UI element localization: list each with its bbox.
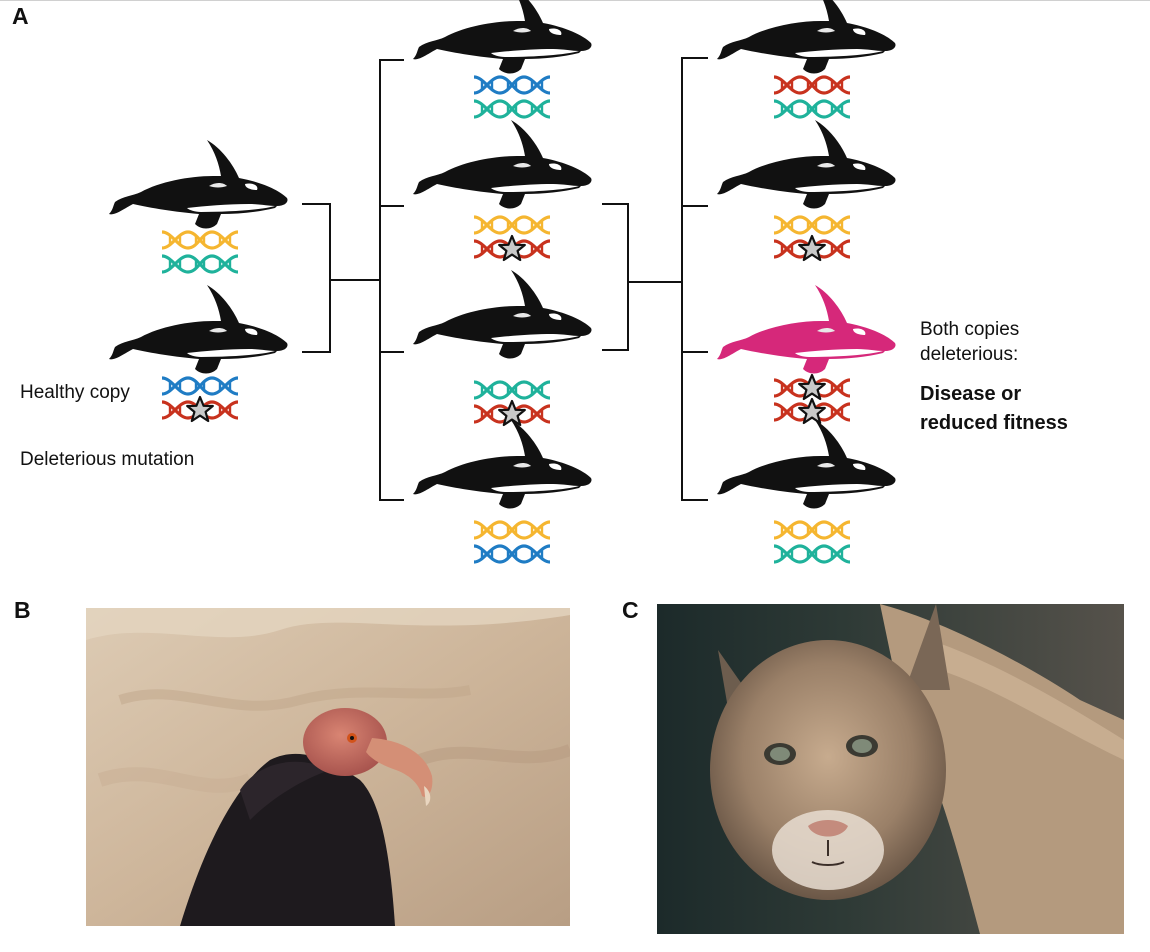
dna-strand-orange-icon: [472, 215, 552, 235]
orca-icon: [413, 0, 592, 74]
dna-strand-teal-icon: [772, 544, 852, 564]
panel-c-label: C: [622, 597, 639, 623]
dna-strand-blue-icon: [160, 376, 240, 396]
orca-icon: [717, 420, 896, 509]
orca-icon: [717, 120, 896, 209]
dna-strand-blue-icon: [472, 75, 552, 95]
orca-icon: [109, 140, 288, 229]
callout-line-2: deleterious:: [920, 344, 1018, 365]
orca-icon: [413, 270, 592, 359]
lion-ear-right: [905, 604, 950, 690]
orca-icon: [717, 285, 896, 374]
orca-icon: [109, 285, 288, 374]
orca-parent-1: [109, 140, 288, 274]
legend-deleterious-mutation: Deleterious mutation: [20, 449, 194, 470]
orca-grandchild-4: [717, 420, 896, 564]
lion-nose: [808, 820, 848, 837]
dna-strand-orange-icon: [160, 230, 240, 250]
dna-strand-teal-icon: [472, 380, 552, 400]
mating-bracket: [602, 203, 629, 351]
dna-strand-teal-icon: [772, 99, 852, 119]
legend-healthy-copy: Healthy copy: [20, 382, 130, 403]
dna-strand-teal-icon: [160, 254, 240, 274]
callout-bold-line-1: Disease or: [920, 383, 1021, 405]
orca-grandchild-1: [717, 0, 896, 119]
dna-strand-orange-icon: [472, 520, 552, 540]
lion-face: [710, 640, 946, 900]
dna-strand-red-icon: [772, 75, 852, 95]
orca-layer: [109, 0, 896, 564]
orca-icon: [717, 0, 896, 74]
orca-icon: [413, 120, 592, 209]
orca-child-3: [413, 270, 592, 427]
children-spine: [379, 59, 404, 501]
condor-photo: [86, 608, 570, 926]
mountain-lion-photo: [657, 604, 1124, 934]
condor-head: [303, 708, 387, 776]
callout-line-1: Both copies: [920, 319, 1019, 340]
orca-grandchild-3: [717, 285, 896, 425]
dna-strand-teal-icon: [472, 99, 552, 119]
dna-strand-blue-icon: [472, 544, 552, 564]
condor-body: [180, 753, 395, 926]
orca-grandchild-2: [717, 120, 896, 262]
condor-beak: [366, 738, 433, 797]
callout-bold-line-2: reduced fitness: [920, 412, 1068, 434]
panel-b-label: B: [14, 597, 31, 623]
orca-parent-2: [109, 285, 288, 423]
panel-a-label: A: [12, 3, 29, 29]
orca-child-1: [413, 0, 592, 119]
orca-icon: [413, 420, 592, 509]
pedigree-lines: [302, 57, 708, 501]
dna-strand-orange-icon: [772, 215, 852, 235]
grandchildren-spine: [681, 57, 708, 501]
orca-child-4: [413, 420, 592, 564]
dna-strand-orange-icon: [772, 520, 852, 540]
orca-child-2: [413, 120, 592, 262]
parents-bracket: [302, 203, 331, 353]
